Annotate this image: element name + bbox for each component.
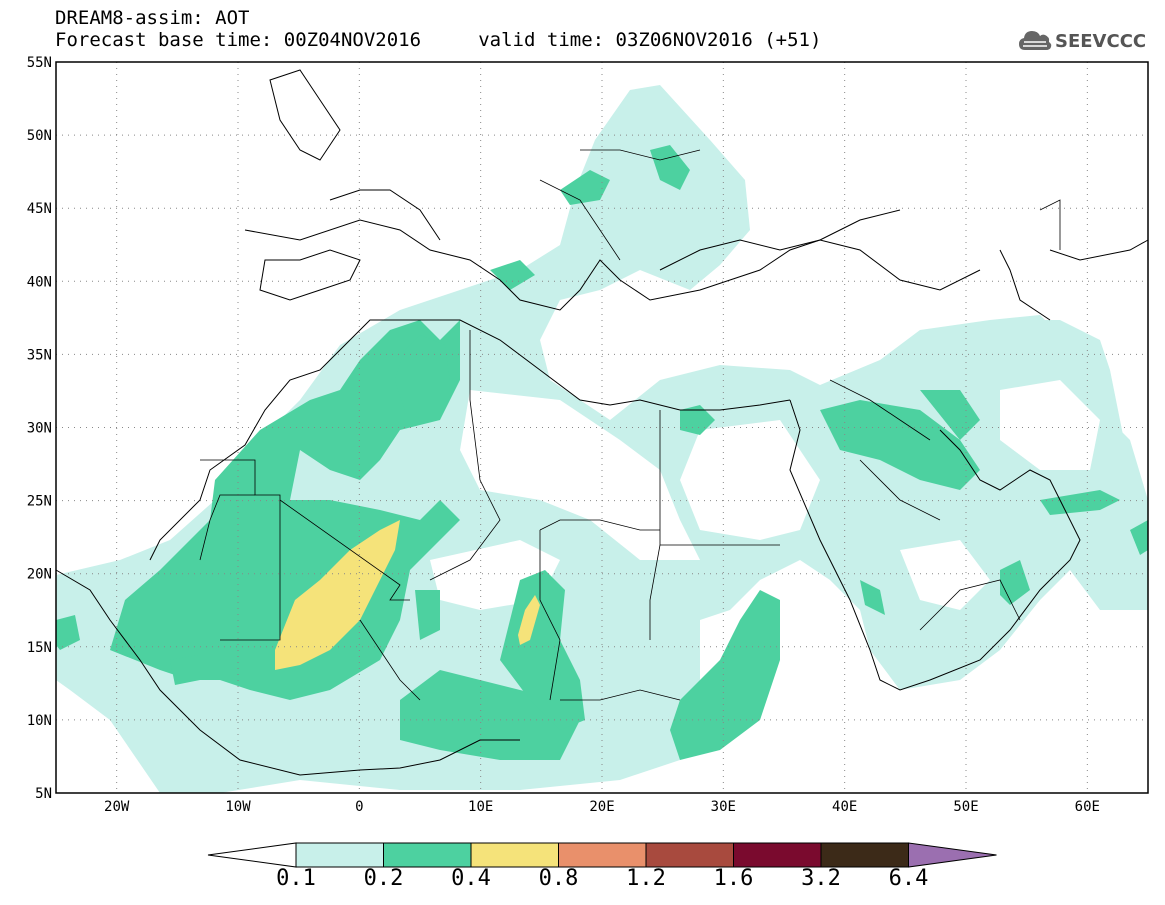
lon-tick-label: 20E xyxy=(589,799,614,815)
colorbar-swatch xyxy=(558,842,647,868)
lat-tick-label: 5N xyxy=(35,786,52,802)
colorbar-tick-label: 1.6 xyxy=(713,866,754,891)
map-frame xyxy=(55,61,1149,794)
lat-tick-label: 35N xyxy=(27,347,52,363)
lat-tick-label: 15N xyxy=(27,640,52,656)
lon-tick-label: 60E xyxy=(1075,799,1100,815)
lat-tick-label: 50N xyxy=(27,128,52,144)
colorbar xyxy=(207,842,997,868)
colorbar-swatch xyxy=(645,842,734,868)
lat-tick-label: 10N xyxy=(27,713,52,729)
longitude-labels: 20W 10W 0 10E 20E 30E 40E 50E 60E xyxy=(104,799,1100,815)
map-title: DREAM8-assim: AOT xyxy=(55,7,250,29)
colorbar-tick-label: 0.1 xyxy=(276,866,316,891)
aot-band-0.2 xyxy=(56,145,1148,760)
colorbar-tick-label: 1.2 xyxy=(626,866,666,891)
colorbar-swatch xyxy=(820,842,909,868)
lon-tick-label: 10W xyxy=(225,799,251,815)
colorbar-swatch xyxy=(383,842,472,868)
colorbar-swatch xyxy=(295,842,384,868)
lon-tick-label: 30E xyxy=(711,799,736,815)
colorbar-tick-label: 6.4 xyxy=(888,866,929,891)
logo-text: SEEVCCC xyxy=(1055,30,1147,52)
lat-tick-label: 40N xyxy=(27,274,52,290)
country-borders xyxy=(199,149,1061,701)
colorbar-swatch xyxy=(470,842,559,868)
graticule xyxy=(56,62,1148,793)
lon-tick-label: 40E xyxy=(832,799,857,815)
cloud-icon xyxy=(1019,31,1052,50)
colorbar-tick-label: 0.4 xyxy=(451,866,491,891)
colorbar-tick-label: 0.8 xyxy=(538,866,579,891)
colorbar-over-arrow xyxy=(908,842,997,868)
lat-tick-label: 55N xyxy=(27,55,52,71)
seevccc-logo: SEEVCCC xyxy=(1018,28,1146,54)
aot-band-0.4 xyxy=(275,520,540,670)
colorbar-tick-label: 3.2 xyxy=(801,866,841,891)
lat-tick-label: 25N xyxy=(27,494,52,510)
lat-tick-label: 30N xyxy=(27,421,52,437)
forecast-time-info: Forecast base time: 00Z04NOV2016 valid t… xyxy=(55,29,822,51)
lat-tick-label: 20N xyxy=(27,567,52,583)
colorbar-tick-label: 0.2 xyxy=(363,866,404,891)
lat-tick-label: 45N xyxy=(27,201,52,217)
lon-tick-label: 10E xyxy=(468,799,493,815)
lon-tick-label: 50E xyxy=(953,799,978,815)
colorbar-under-arrow xyxy=(207,842,297,868)
latitude-labels: 55N 50N 45N 40N 35N 30N 25N 20N 15N 10N 5N xyxy=(27,55,52,802)
lon-tick-label: 20W xyxy=(104,799,130,815)
colorbar-swatch xyxy=(733,842,822,868)
lon-tick-label: 0 xyxy=(355,799,363,815)
coastlines xyxy=(55,69,1149,776)
